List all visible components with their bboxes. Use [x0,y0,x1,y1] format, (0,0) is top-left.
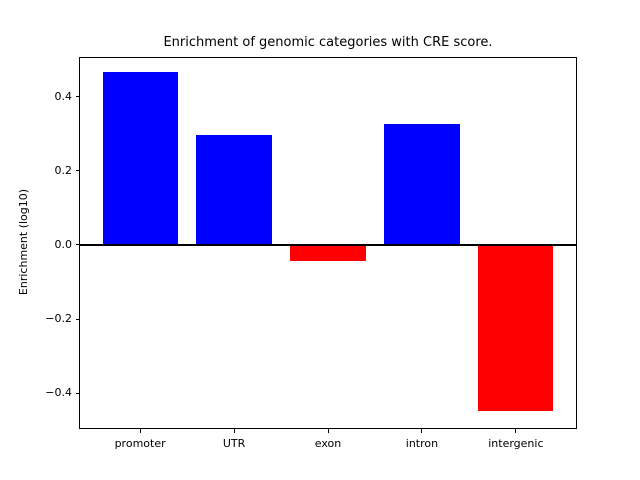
y-tick-label: 0.0 [54,237,73,251]
x-tick-label-exon: exon [314,436,342,450]
bar-UTR [196,135,272,245]
y-tick-label: 0.4 [54,89,73,103]
bar-intergenic [478,244,554,411]
bar-exon [290,244,366,261]
y-tick-mark [76,318,80,320]
x-tick-mark [139,428,141,433]
y-tick-label: 0.2 [54,163,73,177]
bar-intron [384,123,460,245]
x-tick-label-intron: intron [405,436,439,450]
zero-line [80,243,576,246]
x-tick-label-intergenic: intergenic [488,436,544,450]
y-tick-label: −0.2 [45,312,72,326]
x-tick-mark [233,428,235,433]
x-tick-mark [515,428,517,433]
y-tick-mark [76,392,80,394]
x-tick-label-promoter: promoter [114,436,166,450]
y-tick-mark [76,96,80,98]
x-tick-mark [327,428,329,433]
y-tick-label: −0.4 [45,386,72,400]
x-tick-mark [421,428,423,433]
x-tick-label-UTR: UTR [222,436,246,450]
chart-title: Enrichment of genomic categories with CR… [163,35,493,50]
bar-promoter [102,72,178,245]
y-tick-mark [76,244,80,246]
y-tick-mark [76,170,80,172]
